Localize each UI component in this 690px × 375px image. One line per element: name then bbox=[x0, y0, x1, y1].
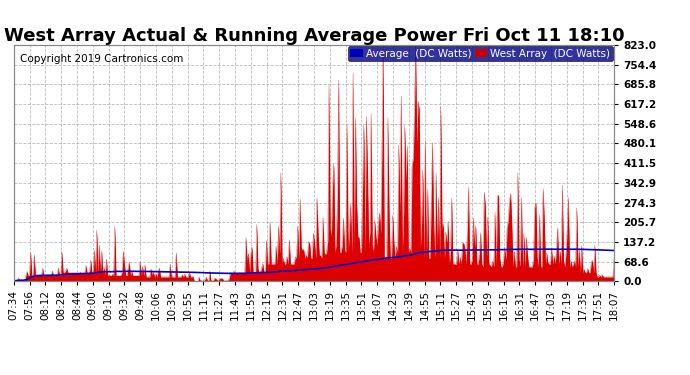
Legend: Average  (DC Watts), West Array  (DC Watts): Average (DC Watts), West Array (DC Watts… bbox=[348, 46, 613, 61]
Title: West Array Actual & Running Average Power Fri Oct 11 18:10: West Array Actual & Running Average Powe… bbox=[3, 27, 624, 45]
Text: Copyright 2019 Cartronics.com: Copyright 2019 Cartronics.com bbox=[20, 54, 183, 64]
